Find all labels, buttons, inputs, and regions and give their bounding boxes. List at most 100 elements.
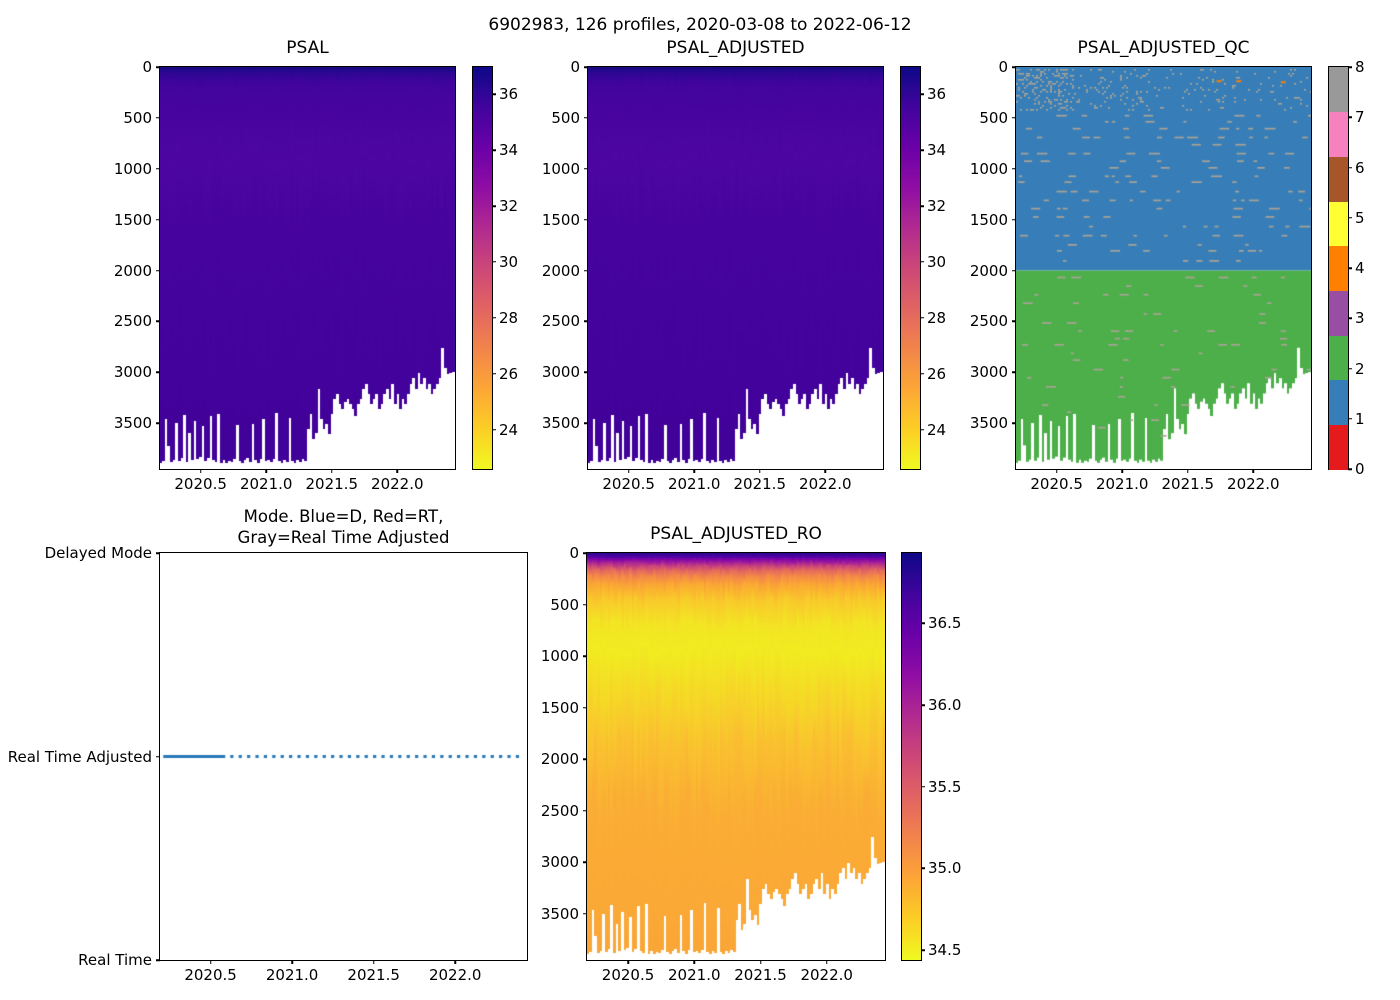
x-tick-label: 2021.0 bbox=[265, 966, 319, 984]
psal-adjusted-heatmap-canvas bbox=[588, 67, 883, 469]
colorbar-tick-label: 35.5 bbox=[928, 777, 962, 796]
colorbar-segment bbox=[1329, 334, 1348, 381]
y-tick bbox=[584, 320, 588, 323]
x-tick-label: 2021.0 bbox=[667, 475, 721, 493]
plot-title-psal-adjusted-qc: PSAL_ADJUSTED_QC bbox=[1077, 38, 1250, 58]
colorbar-tick-label: 7 bbox=[1355, 108, 1365, 127]
y-tick bbox=[584, 168, 588, 170]
x-tick bbox=[693, 469, 695, 473]
colorbar-tick bbox=[921, 785, 925, 788]
y-tick-label: 2500 bbox=[540, 801, 579, 820]
x-tick-label: 2021.0 bbox=[239, 475, 293, 493]
y-category-label: Delayed Mode bbox=[44, 544, 152, 562]
y-tick bbox=[156, 66, 160, 68]
colorbar-segment bbox=[1329, 245, 1348, 292]
y-tick bbox=[583, 552, 587, 554]
x-tick-label: 2020.5 bbox=[602, 475, 655, 493]
colorbar-tick bbox=[1348, 267, 1352, 269]
y-tick bbox=[156, 371, 160, 374]
colorbar-tick-label: 34.5 bbox=[928, 941, 962, 960]
x-tick-label: 2021.0 bbox=[1095, 475, 1149, 493]
y-tick bbox=[1012, 66, 1016, 68]
y-tick-label: 1500 bbox=[540, 698, 579, 717]
x-tick bbox=[693, 960, 696, 964]
colorbar-tick-label: 36 bbox=[927, 85, 947, 104]
y-tick bbox=[584, 66, 588, 68]
x-tick-label: 2020.5 bbox=[184, 966, 237, 984]
colorbar-tick bbox=[1348, 166, 1352, 169]
y-tick-label: 3000 bbox=[540, 853, 579, 872]
y-tick-label: 0 bbox=[570, 58, 580, 76]
qc-heatmap-canvas bbox=[1016, 67, 1311, 469]
plot-title-psal: PSAL bbox=[286, 38, 329, 58]
x-tick bbox=[1055, 469, 1058, 473]
colorbar-tick bbox=[1348, 317, 1352, 319]
y-tick-label: 2000 bbox=[541, 261, 580, 280]
colorbar-tick-label: 28 bbox=[927, 308, 947, 327]
x-tick bbox=[825, 960, 828, 964]
y-tick bbox=[156, 168, 160, 170]
colorbar-tick bbox=[492, 205, 496, 207]
y-tick-label: 500 bbox=[979, 108, 1008, 127]
y-tick bbox=[1012, 218, 1016, 221]
plot-psal: 2020.5 2021.0 2021.5 2022.0 0 500 1000 1500 2000… bbox=[114, 58, 456, 493]
y-tick-label: 1000 bbox=[113, 159, 152, 178]
colorbar-segment bbox=[1329, 424, 1348, 470]
colorbar-tick-label: 26 bbox=[927, 364, 947, 383]
y-tick bbox=[156, 269, 160, 272]
y-tick bbox=[1012, 320, 1016, 323]
colorbar-tick-label: 30 bbox=[499, 252, 519, 271]
plot-title-mode: Mode. Blue=D, Red=RT, Gray=Real Time Adj… bbox=[237, 507, 450, 547]
x-tick-label: 2021.5 bbox=[305, 475, 359, 493]
colorbar-tick bbox=[921, 622, 925, 625]
y-tick bbox=[156, 422, 160, 424]
colorbar-segment bbox=[1329, 290, 1348, 336]
y-tick-label: 0 bbox=[569, 544, 579, 562]
x-tick-label: 2021.0 bbox=[668, 966, 721, 984]
y-tick bbox=[584, 117, 588, 119]
y-tick-label: 2000 bbox=[969, 261, 1008, 280]
colorbar-tick bbox=[1348, 418, 1352, 420]
x-tick-label: 2020.5 bbox=[1030, 475, 1083, 493]
x-tick bbox=[291, 960, 293, 964]
y-tick-label: 1500 bbox=[541, 210, 580, 229]
plot-title-psal-adjusted-ro: PSAL_ADJUSTED_RO bbox=[650, 524, 822, 544]
colorbar-qc: 0 1 2 3 4 5 6 7 8 bbox=[1328, 58, 1365, 478]
colorbar-tick bbox=[492, 429, 496, 431]
x-tick bbox=[454, 960, 456, 964]
colorbar-tick-label: 24 bbox=[499, 420, 519, 439]
x-tick-label: 2020.5 bbox=[174, 475, 227, 493]
x-tick bbox=[627, 960, 629, 964]
y-tick bbox=[156, 552, 160, 554]
y-tick bbox=[1012, 168, 1016, 170]
x-tick-label: 2021.5 bbox=[733, 475, 787, 493]
y-tick-label: 2500 bbox=[113, 312, 152, 331]
colorbar-tick bbox=[492, 373, 496, 375]
x-tick-label: 2022.0 bbox=[371, 475, 424, 493]
colorbar-tick bbox=[920, 149, 924, 151]
colorbar-tick-label: 36 bbox=[499, 85, 519, 104]
y-tick bbox=[156, 755, 160, 758]
colorbar-tick-label: 5 bbox=[1355, 208, 1365, 227]
colorbar-tick-label: 28 bbox=[499, 308, 519, 327]
colorbar-tick bbox=[492, 149, 496, 151]
colorbar-tick bbox=[920, 93, 924, 95]
y-tick-label: 2000 bbox=[540, 750, 579, 769]
y-tick-label: 1000 bbox=[540, 647, 579, 666]
y-tick-label: 1000 bbox=[969, 159, 1008, 178]
y-tick-label: 500 bbox=[123, 108, 152, 127]
y-tick bbox=[1012, 371, 1016, 374]
colorbar-tick-label: 6 bbox=[1355, 158, 1365, 177]
y-category-label: Real Time bbox=[78, 951, 152, 969]
x-tick bbox=[372, 960, 375, 964]
x-tick bbox=[824, 469, 827, 473]
y-tick-label: 3000 bbox=[113, 363, 152, 382]
colorbar-tick bbox=[920, 261, 924, 263]
y-tick bbox=[1012, 422, 1016, 424]
psal-heatmap-canvas bbox=[160, 67, 455, 469]
colorbar-tick-label: 26 bbox=[499, 364, 519, 383]
x-tick-label: 2020.5 bbox=[601, 966, 655, 984]
colorbar-tick-label: 32 bbox=[499, 197, 519, 216]
y-tick bbox=[583, 912, 587, 915]
